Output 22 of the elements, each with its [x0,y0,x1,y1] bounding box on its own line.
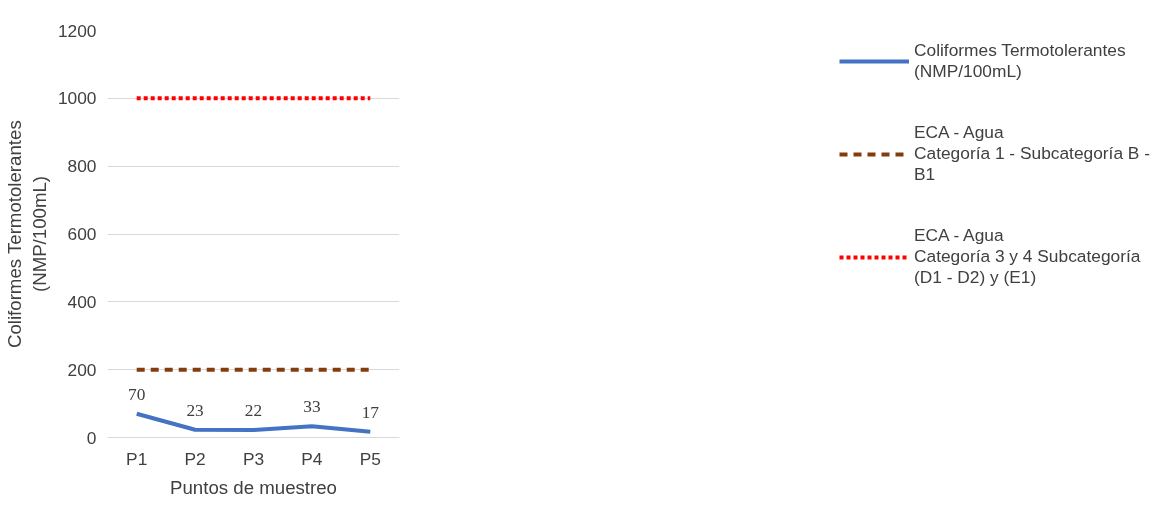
legend-label: Coliformes Termotolerantes (NMP/100mL) [914,40,1126,82]
y-tick-label: 1000 [57,88,97,109]
y-tick-label: 1200 [57,20,97,41]
data-label: 23 [186,400,204,420]
x-tick-label: P4 [301,448,323,469]
y-axis-title: Coliformes Termotolerantes (NMP/100mL) [3,120,50,349]
data-label: 33 [303,397,321,417]
x-axis-title: Puntos de muestreo [170,476,337,498]
x-tick-label: P5 [359,448,381,469]
y-tick-label: 600 [67,224,97,244]
y-tick-label: 800 [67,156,97,177]
data-label: 22 [244,401,263,421]
data-label: 70 [128,384,146,404]
x-tick-label: P1 [126,448,148,469]
x-tick-label: P3 [242,448,265,469]
y-tick-label: 0 [86,427,97,448]
legend-label: ECA - Agua Categoría 3 y 4 Subcategoría (D1 - D2) y (E1) [914,225,1141,288]
y-tick-label: 200 [67,359,97,380]
data-label: 17 [361,402,380,422]
legend-label: ECA - Agua Categoría 1 - Subcategoría B - B1 [914,122,1150,185]
x-tick-label: P2 [184,448,206,469]
y-tick-label: 400 [67,291,97,312]
